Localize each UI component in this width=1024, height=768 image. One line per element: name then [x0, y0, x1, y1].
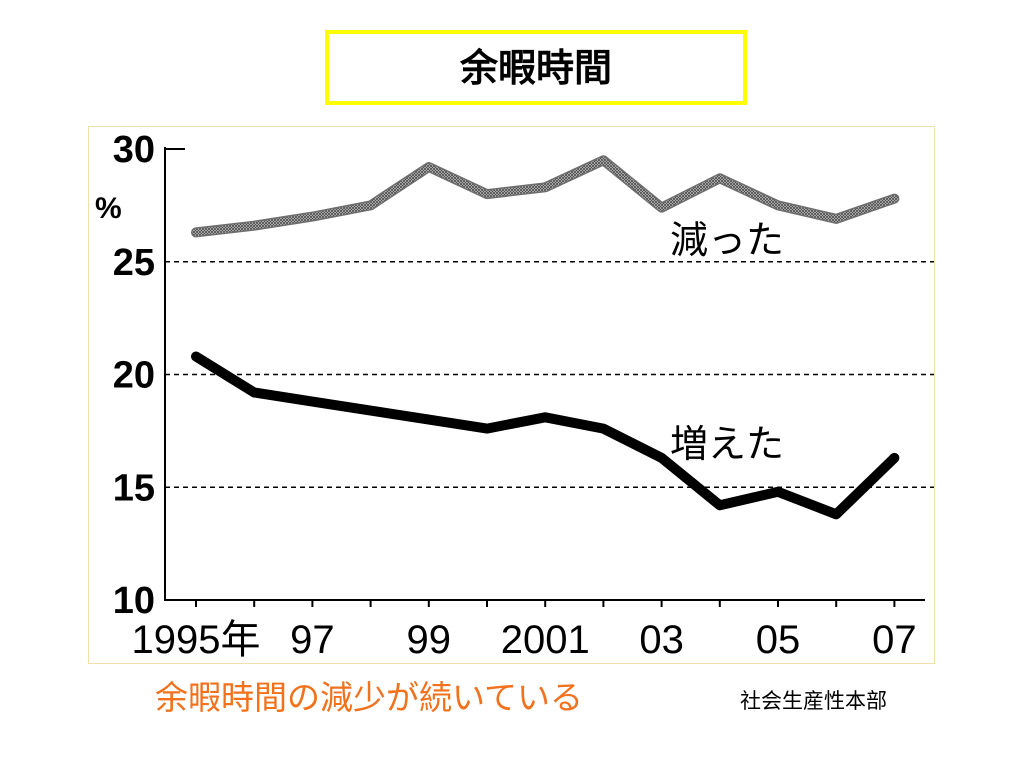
x-tick-label: 1995年	[132, 618, 261, 662]
y-tick-label: 30	[113, 129, 155, 171]
title-box: 余暇時間	[325, 30, 747, 105]
source-credit: 社会生産性本部	[740, 689, 887, 713]
x-tick-label: 05	[756, 618, 801, 662]
slide-title: 余暇時間	[459, 45, 612, 90]
y-tick-label: 15	[113, 467, 155, 509]
grid-layer	[165, 261, 934, 488]
series-label-increased: 増えた	[670, 422, 784, 466]
y-tick-label: 20	[113, 355, 155, 397]
chart-frame: 30 25 20 15 10 1995年 97 99 2001 03 05 07 % 減った 増えた	[88, 126, 935, 664]
x-tick-label: 99	[407, 618, 452, 662]
slide-caption: 余暇時間の減少が続いている	[155, 678, 584, 717]
y-tick-label: 25	[113, 242, 155, 284]
x-tick-label: 97	[290, 618, 335, 662]
series-line	[191, 351, 900, 520]
y-unit-label: %	[95, 192, 122, 225]
axis-layer	[164, 147, 925, 607]
x-tick-label: 2001	[501, 618, 590, 662]
y-tick-label: 10	[113, 580, 155, 622]
series-layer	[191, 155, 900, 520]
series-label-decreased: 減った	[670, 218, 784, 262]
x-tick-label: 07	[872, 618, 917, 662]
x-tick-label: 03	[639, 618, 684, 662]
series-line	[192, 156, 898, 236]
